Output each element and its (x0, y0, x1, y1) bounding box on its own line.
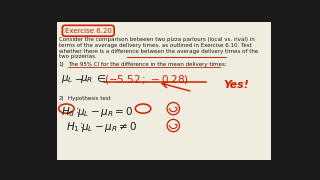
Text: $\mu_R$: $\mu_R$ (80, 73, 93, 85)
Text: $-$: $-$ (74, 73, 84, 83)
Text: Consider the comparison between two pizza parlours (local vs. rival) in: Consider the comparison between two pizz… (59, 37, 254, 42)
Text: $:$: $:$ (73, 105, 80, 115)
Text: two pizzerias.: two pizzerias. (59, 54, 96, 59)
Text: $\mu_L - \mu_R \neq 0$: $\mu_L - \mu_R \neq 0$ (81, 120, 138, 134)
Text: $(-5.52\,;\,-0.28)$: $(-5.52\,;\,-0.28)$ (104, 73, 188, 86)
Text: $H_0$: $H_0$ (61, 105, 75, 119)
Text: 2): 2) (59, 96, 64, 101)
Text: Exercise 6.20: Exercise 6.20 (65, 28, 112, 34)
Text: $:$: $:$ (77, 120, 84, 130)
Text: 1): 1) (59, 62, 64, 67)
Text: The 95% CI for the difference in the mean delivery times:: The 95% CI for the difference in the mea… (68, 62, 227, 67)
Text: $\mu_L$: $\mu_L$ (61, 73, 73, 85)
Text: $H_1$: $H_1$ (66, 120, 80, 134)
Text: Yes!: Yes! (224, 80, 250, 90)
Text: terms of the average delivery times, as outlined in Exercise 6.10. Test: terms of the average delivery times, as … (59, 43, 251, 48)
Text: $\in$: $\in$ (94, 73, 107, 84)
Text: $\mu_L - \mu_R = 0$: $\mu_L - \mu_R = 0$ (77, 105, 133, 119)
Text: Hypothesis test: Hypothesis test (68, 96, 111, 101)
Text: whether there is a difference between the average delivery times of the: whether there is a difference between th… (59, 49, 258, 53)
FancyBboxPatch shape (57, 22, 271, 160)
